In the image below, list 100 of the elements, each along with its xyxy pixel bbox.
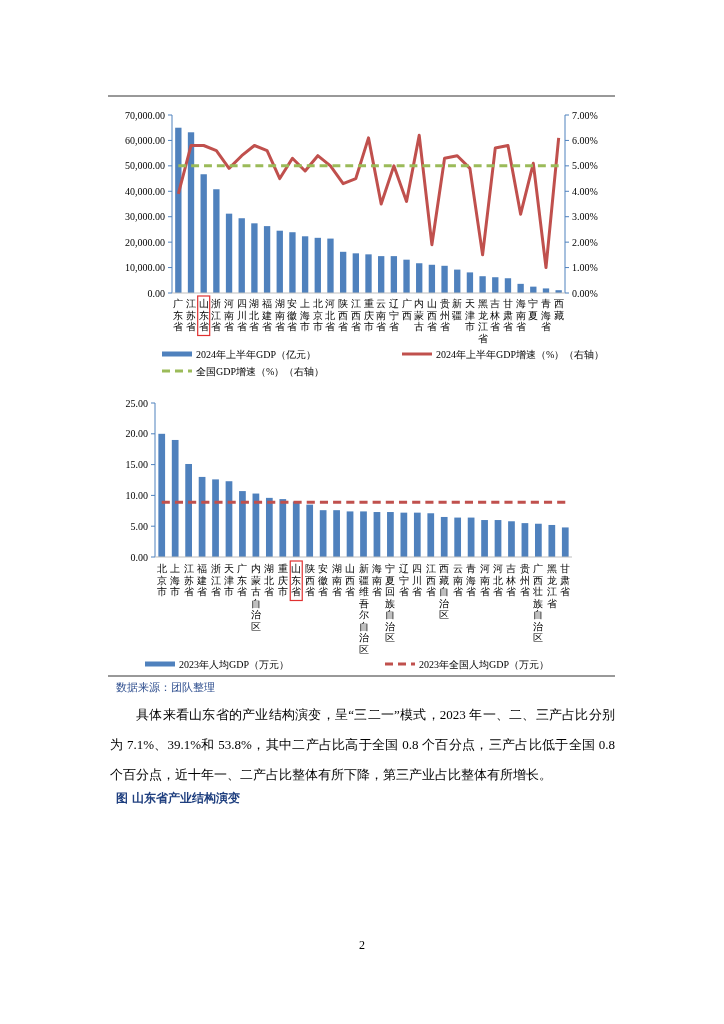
x-tick-label: 北京市 — [312, 298, 323, 332]
bar — [200, 174, 207, 293]
y2-tick-label: 0.00% — [572, 287, 598, 299]
y2-tick-label: 4.00% — [572, 185, 598, 197]
x-tick-label: 西藏 — [553, 298, 564, 321]
y-tick-label: 70,000.00 — [125, 109, 165, 121]
bar — [185, 463, 192, 557]
x-tick-label: 吉林省 — [489, 298, 501, 332]
x-tick-label: 福建省 — [261, 298, 273, 332]
x-tick-label: 宁夏 — [528, 298, 539, 321]
bar — [158, 433, 166, 557]
x-tick-label: 河北省 — [493, 563, 504, 597]
x-tick-label: 广东省 — [173, 298, 184, 332]
x-tick-label: 江苏省 — [186, 298, 197, 332]
bar — [301, 236, 309, 293]
x-tick-label: 宁夏回族自治区 — [385, 563, 396, 643]
bar — [225, 213, 233, 293]
x-tick-label: 福建省 — [196, 563, 208, 597]
x-tick-label: 陕西省 — [338, 298, 349, 332]
y-tick-label: 10.00 — [125, 489, 148, 501]
y-tick-label: 0.00 — [147, 287, 165, 299]
y-tick-label: 25.00 — [125, 397, 148, 409]
bar — [535, 523, 542, 557]
bar — [339, 251, 347, 293]
x-tick-label: 山西省 — [345, 563, 356, 597]
bar — [365, 254, 372, 293]
x-tick-label: 山东省 — [291, 563, 302, 597]
x-tick-label: 甘肃省 — [560, 563, 571, 597]
x-tick-label: 河北省 — [325, 298, 336, 332]
x-tick-label: 江西省 — [425, 563, 436, 597]
y-tick-label: 50,000.00 — [125, 160, 165, 172]
x-tick-label: 广东省 — [237, 563, 248, 597]
bar — [508, 521, 515, 557]
bar — [427, 513, 435, 557]
y2-tick-label: 5.00% — [572, 160, 598, 172]
y-tick-label: 40,000.00 — [125, 185, 165, 197]
bar — [441, 265, 448, 293]
x-tick-label: 山西省 — [426, 298, 437, 332]
x-tick-label: 上海市 — [170, 563, 181, 597]
bar — [378, 256, 385, 293]
x-tick-label: 北京市 — [156, 563, 167, 597]
bar — [440, 516, 448, 557]
bar — [289, 232, 296, 293]
bar — [400, 512, 408, 557]
bar — [548, 524, 556, 557]
x-tick-label: 湖北省 — [264, 563, 275, 597]
bar — [175, 127, 182, 293]
bar — [292, 501, 300, 557]
y-tick-label: 20,000.00 — [125, 236, 165, 248]
x-tick-label: 四川省 — [236, 298, 247, 332]
x-tick-label: 贵州省 — [519, 563, 530, 597]
x-tick-label: 河南省 — [479, 563, 490, 597]
bar — [263, 226, 271, 293]
y2-tick-label: 6.00% — [572, 134, 598, 146]
y2-tick-label: 2.00% — [572, 236, 598, 248]
bar — [306, 504, 314, 557]
x-tick-label: 天津市 — [223, 563, 234, 597]
bar — [479, 276, 486, 293]
bar — [492, 277, 499, 293]
bar — [403, 259, 410, 293]
x-tick-label: 河南省 — [224, 298, 235, 332]
x-tick-label: 湖南省 — [274, 298, 285, 332]
x-tick-label: 辽宁省 — [398, 563, 409, 597]
y-tick-label: 5.00 — [130, 520, 148, 532]
x-tick-label: 浙江省 — [210, 563, 221, 597]
bar — [504, 278, 512, 293]
bar — [352, 253, 359, 293]
y-tick-label: 15.00 — [125, 459, 148, 471]
bar — [239, 491, 246, 557]
bar — [466, 272, 474, 293]
x-tick-label: 安徽省 — [287, 298, 298, 332]
x-tick-label: 云南省 — [376, 298, 387, 332]
x-tick-label: 海南省 — [371, 563, 382, 597]
bar — [387, 512, 394, 557]
bar — [428, 264, 436, 293]
bar — [561, 527, 569, 557]
y2-tick-label: 1.00% — [572, 262, 598, 274]
bar — [454, 517, 462, 557]
bar — [213, 189, 220, 293]
x-tick-label: 上海市 — [300, 298, 311, 332]
bar — [212, 479, 219, 557]
text: 2 — [358, 938, 366, 953]
x-tick-label: 广西壮族自治区 — [532, 563, 544, 643]
legend-label: 全国GDP增速（%）（右轴） — [196, 365, 325, 377]
bar — [238, 218, 245, 293]
x-tick-label: 海南省 — [515, 298, 526, 332]
x-tick-label: 重庆市 — [363, 298, 374, 332]
y-tick-label: 20.00 — [125, 428, 148, 440]
x-tick-label: 青海省 — [466, 563, 477, 597]
bar — [171, 439, 179, 557]
y2-tick-label: 7.00% — [572, 109, 598, 121]
x-tick-label: 内蒙古 — [414, 298, 425, 332]
bar — [279, 499, 287, 557]
bar — [481, 520, 488, 557]
legend-label: 2024年上半年GDP（亿元） — [196, 348, 317, 360]
x-tick-label: 湖北省 — [249, 298, 260, 332]
y-tick-label: 10,000.00 — [125, 262, 165, 274]
y2-tick-label: 3.00% — [572, 211, 598, 223]
x-tick-label: 江西省 — [350, 298, 361, 332]
x-tick-label: 重庆市 — [277, 563, 288, 597]
